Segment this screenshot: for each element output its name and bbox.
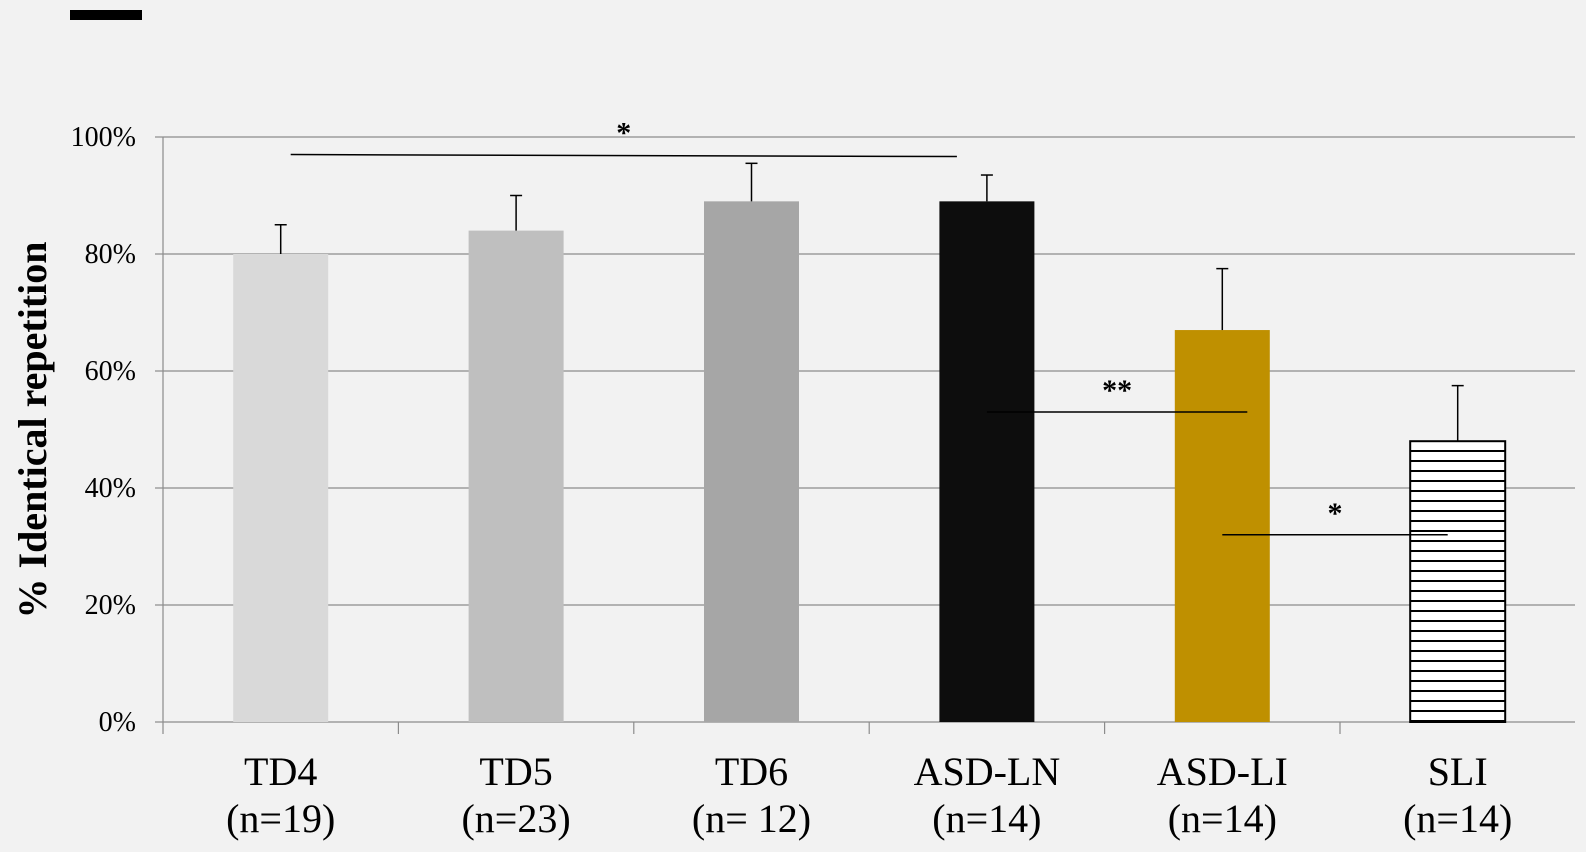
y-tick-label: 60% [85,356,136,387]
significance-label: ** [1102,374,1132,407]
bar-sli [1409,440,1507,723]
y-tick-label: 100% [71,122,136,153]
x-tick-sublabel: (n=19) [226,796,335,841]
grid-lines [163,136,1575,606]
bars [233,201,1507,723]
axes [155,136,1575,734]
bar-td6 [704,201,799,723]
x-tick-label: ASD-LN [914,749,1061,794]
y-axis-label: % Identical repetition [10,241,55,618]
y-tick-label: 20% [85,590,136,621]
legend-swatch [70,10,142,20]
error-bars [274,162,1464,442]
bar-asd-ln [939,201,1035,723]
bar-asd-li [1174,330,1270,722]
bar-td5 [468,230,564,722]
y-tick-label: 0% [99,707,136,738]
x-tick-sublabel: (n=14) [1168,796,1277,841]
y-tick-label: 40% [85,473,136,504]
x-tick-label: SLI [1428,749,1488,794]
x-tick-sublabel: (n= 12) [692,796,811,841]
x-tick-label: ASD-LI [1157,749,1288,794]
y-tick-label: 80% [85,239,136,270]
significance-label: * [616,117,631,150]
x-tick-sublabel: (n=14) [932,796,1041,841]
x-tick-label: TD4 [244,749,317,794]
x-tick-sublabel: (n=23) [461,796,570,841]
bar-td4 [233,254,329,722]
x-tick-label: TD6 [715,749,788,794]
significance-line [290,153,957,158]
axis-labels: 0%20%40%60%80%100%TD4(n=19)TD5(n=23)TD6(… [71,122,1513,841]
x-tick-label: TD5 [479,749,552,794]
x-tick-sublabel: (n=14) [1403,796,1512,841]
significance-label: * [1328,497,1343,530]
significance-markers: **** [290,117,1448,536]
